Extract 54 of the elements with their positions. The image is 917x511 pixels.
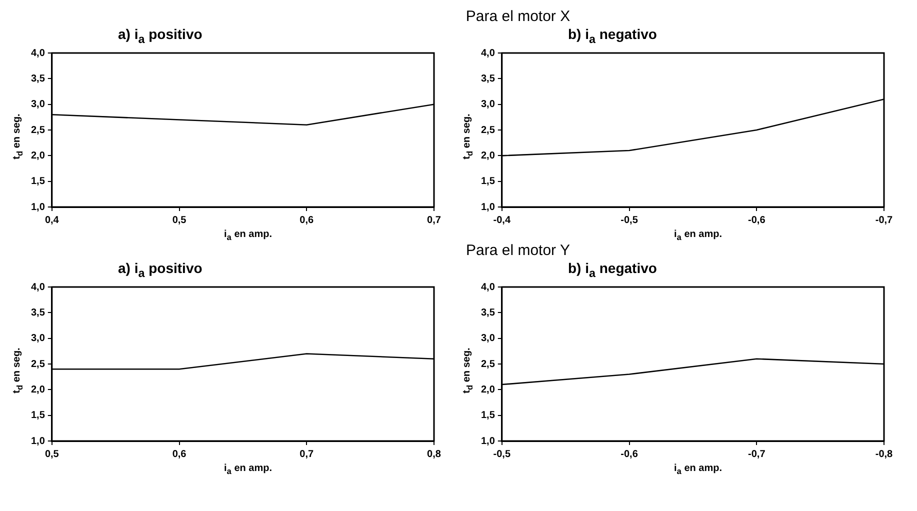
y-tick-label: 3,5	[480, 73, 496, 84]
y-tick-label: 3,0	[30, 99, 46, 110]
x-tick-label: 0,4	[44, 214, 60, 226]
x-tick-label: 0,5	[172, 214, 187, 226]
x-tick-label: -0,5	[620, 214, 638, 226]
y-tick-label: 2,5	[30, 358, 46, 370]
chart-title: a) i$_{a}$ positivo	[117, 260, 204, 280]
y-tick-label: 1,0	[30, 202, 46, 213]
y-tick-label: 2,5	[30, 124, 46, 136]
x-tick-label: -0,4	[493, 214, 511, 226]
y-tick-label: 1,0	[480, 202, 496, 213]
x-axis-title: i$_{a}$ en amp.	[223, 229, 273, 242]
x-tick-label: -0,7	[875, 214, 894, 226]
x-tick-label: 0,8	[427, 448, 442, 460]
x-tick-label: -0,6	[748, 214, 766, 226]
text: Para el motor X	[466, 8, 570, 25]
x-tick-label: 0,6	[300, 214, 314, 226]
x-tick-label: -0,5	[493, 448, 511, 460]
y-tick-label: 1,0	[30, 436, 46, 447]
x-axis-title: i$_{a}$ en amp.	[223, 463, 273, 476]
y-tick-label: 2,0	[30, 384, 46, 396]
y-tick-label: 3,0	[480, 99, 496, 110]
y-tick-label: 4,0	[30, 48, 46, 59]
y-tick-label: 3,0	[30, 333, 46, 344]
y-tick-label: 2,0	[30, 150, 46, 162]
text: Para el motor Y	[466, 242, 570, 259]
y-tick-label: 2,5	[480, 358, 496, 370]
x-tick-label: -0,6	[620, 448, 638, 460]
x-tick-label: 0,6	[172, 448, 187, 460]
y-tick-label: 1,5	[480, 410, 496, 422]
x-tick-label: -0,8	[875, 448, 894, 460]
y-tick-label: 1,0	[480, 436, 496, 447]
x-tick-label: 0,5	[44, 448, 60, 460]
y-tick-label: 3,5	[30, 73, 46, 84]
y-tick-label: 3,0	[480, 333, 496, 344]
y-tick-label: 1,5	[30, 410, 46, 422]
x-axis-title: i$_{a}$ en amp.	[673, 229, 723, 242]
y-tick-label: 2,0	[480, 150, 496, 162]
y-tick-label: 2,5	[480, 124, 496, 136]
y-tick-label: 1,5	[480, 176, 496, 188]
y-tick-label: 4,0	[480, 48, 496, 59]
y-tick-label: 4,0	[480, 282, 496, 293]
x-tick-label: -0,7	[748, 448, 766, 460]
chart-title: a) i$_{a}$ positivo	[117, 26, 204, 46]
y-tick-label: 2,0	[480, 384, 496, 396]
y-tick-label: 4,0	[30, 282, 46, 293]
y-tick-label: 3,5	[480, 307, 496, 318]
chart-title: b) i$_{a}$ negativo	[567, 260, 658, 280]
y-tick-label: 3,5	[30, 307, 46, 318]
y-tick-label: 1,5	[30, 176, 46, 188]
x-axis-title: i$_{a}$ en amp.	[673, 463, 723, 476]
x-tick-label: 0,7	[427, 214, 442, 226]
x-tick-label: 0,7	[300, 448, 314, 460]
chart-title: b) i$_{a}$ negativo	[567, 26, 658, 46]
